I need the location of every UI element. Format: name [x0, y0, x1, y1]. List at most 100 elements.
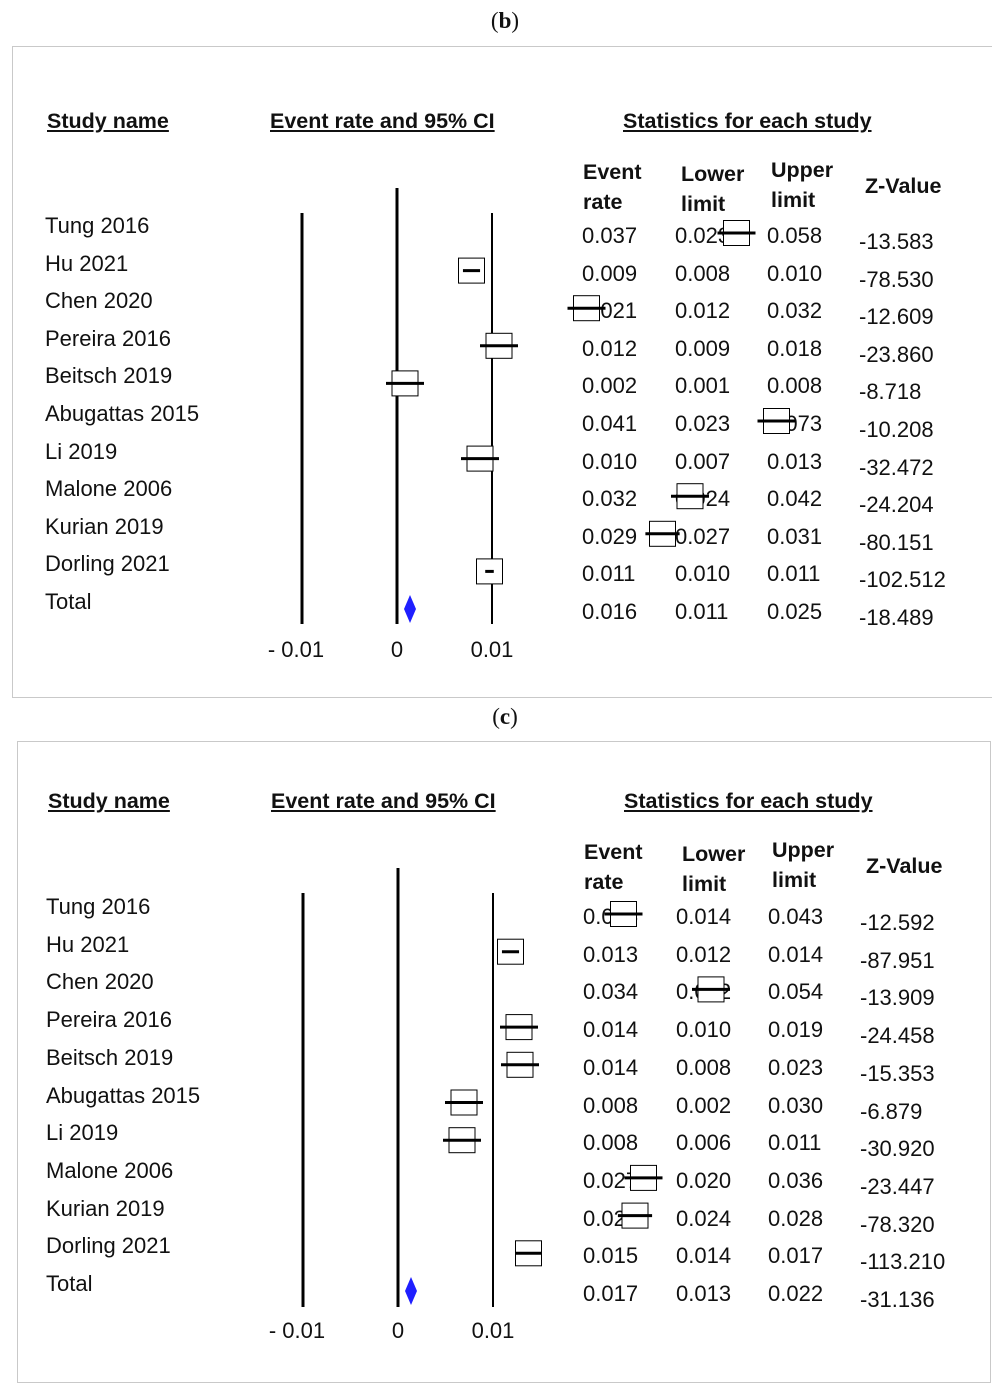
lower-limit-col-header-line2: limit [682, 872, 727, 896]
event-rate-ci-header: Event rate and 95% CI [270, 109, 495, 133]
event-rate-value: 0.017 [583, 1281, 639, 1306]
x-tick-label: 0 [391, 1318, 405, 1343]
panel-label-c: (c) [492, 704, 518, 729]
lower-limit-col-header-line1: Lower [681, 162, 745, 186]
study-name: Kurian 2019 [46, 1195, 165, 1221]
z-value: -12.592 [860, 910, 935, 935]
lower-limit-value: 0.010 [675, 561, 731, 587]
lower-limit-value: 0.008 [675, 260, 731, 286]
upper-limit-col-header: Upper limit [772, 835, 834, 895]
lower-limit-value: 0.014 [676, 1243, 732, 1269]
forest-plot-panel-c: Study name Event rate and 95% CI Statistic… [17, 741, 991, 1383]
summary-diamond [405, 1277, 417, 1305]
lower-limit-value: 0.010 [676, 1017, 732, 1043]
event-rate-value: 0.011 [582, 561, 636, 587]
upper-limit-value: 0.031 [767, 523, 823, 549]
upper-limit-value: 0.013 [767, 448, 823, 474]
event-rate-value: 0.016 [582, 599, 638, 624]
x-tick-label: - 0.01 [267, 637, 325, 662]
z-value: -15.353 [860, 1060, 935, 1086]
study-name: Dorling 2021 [45, 551, 170, 577]
upper-limit-col-header-line2: limit [772, 868, 817, 892]
study-name: Kurian 2019 [45, 513, 164, 539]
upper-limit-col-header-line1: Upper [771, 158, 834, 182]
upper-limit-value: 0.030 [768, 1092, 824, 1118]
lower-limit-value: 0.009 [675, 335, 731, 361]
z-value-col-header: Z-Value [865, 174, 942, 198]
total-label: Total [45, 589, 92, 614]
z-value: -18.489 [859, 605, 934, 630]
lower-limit-value: 0.012 [676, 941, 732, 967]
forest-plot-area [301, 868, 730, 1307]
z-value: -30.920 [860, 1136, 935, 1162]
event-rate-col-header-line2: rate [583, 190, 623, 214]
study-name: Tung 2016 [45, 213, 150, 238]
lower-limit-value: 0.001 [675, 373, 731, 399]
z-value: -13.583 [859, 229, 934, 254]
z-value: -24.204 [859, 492, 934, 518]
z-value: -102.512 [859, 567, 946, 593]
z-value: -23.447 [860, 1173, 935, 1199]
upper-limit-value: 0.058 [767, 223, 823, 248]
event-rate-value: 0.015 [583, 1243, 639, 1269]
z-value: -32.472 [859, 454, 934, 480]
event-rate-col-header: Event rate [584, 837, 643, 897]
upper-limit-value: 0.023 [768, 1054, 824, 1080]
upper-limit-value: 0.032 [767, 298, 823, 324]
upper-limit-value: 0.010 [767, 260, 823, 286]
z-value: -12.609 [859, 304, 934, 330]
event-rate-value: 0.014 [583, 1017, 639, 1043]
upper-limit-value: 0.042 [767, 486, 823, 512]
lower-limit-value: 0.023 [675, 411, 731, 436]
upper-limit-value: 0.011 [767, 561, 821, 587]
event-rate-value: 0.037 [582, 223, 638, 248]
study-name-header: Study name [47, 109, 169, 133]
study-name: Li 2019 [45, 438, 118, 464]
z-value: -24.458 [860, 1023, 935, 1049]
upper-limit-value: 0.022 [768, 1281, 824, 1306]
event-rate-value: 0.012 [582, 335, 638, 361]
study-weight-box [476, 558, 503, 585]
event-rate-value: 0.034 [583, 979, 639, 1005]
event-rate-col-header-line1: Event [583, 160, 642, 184]
panel-label-b: (b) [490, 8, 520, 33]
upper-limit-value: 0.043 [768, 904, 824, 929]
event-rate-value: 0.013 [583, 941, 639, 967]
event-rate-col-header-line1: Event [584, 840, 643, 864]
study-name: Abugattas 2015 [45, 401, 200, 426]
lower-limit-col-header: Lower limit [682, 839, 745, 899]
statistics-header: Statistics for each study [624, 789, 873, 813]
lower-limit-value: 0.024 [676, 1205, 732, 1231]
x-tick-label: 0.01 [470, 637, 514, 662]
summary-diamond [404, 595, 416, 623]
lower-limit-value: 0.011 [675, 599, 729, 624]
upper-limit-col-header-line1: Upper [772, 838, 835, 862]
study-name: Pereira 2016 [46, 1007, 172, 1033]
lower-limit-value: 0.006 [676, 1130, 732, 1156]
z-value: -87.951 [860, 947, 935, 973]
lower-limit-value: 0.012 [675, 298, 731, 324]
z-value: -113.210 [860, 1249, 946, 1275]
z-value: -10.208 [859, 417, 934, 442]
z-value: -78.530 [859, 266, 934, 292]
lower-limit-value: 0.027 [675, 523, 731, 549]
upper-limit-col-header-line2: limit [771, 188, 816, 212]
z-value: -80.151 [859, 529, 934, 555]
study-name: Beitsch 2019 [45, 363, 173, 389]
event-rate-value: 0.032 [582, 486, 638, 512]
upper-limit-value: 0.025 [767, 599, 823, 624]
x-tick-label: - 0.01 [268, 1318, 326, 1343]
study-name: Malone 2006 [46, 1157, 174, 1183]
event-rate-ci-header: Event rate and 95% CI [271, 789, 496, 813]
event-rate-value: 0.029 [582, 523, 638, 549]
x-tick-label: 0 [390, 637, 404, 662]
study-name: Tung 2016 [46, 894, 151, 919]
study-name-header: Study name [48, 789, 170, 813]
z-value: -23.860 [859, 341, 934, 367]
lower-limit-value: 0.014 [676, 904, 732, 929]
upper-limit-value: 0.018 [767, 335, 823, 361]
event-rate-value: 0.002 [582, 373, 638, 399]
lower-limit-col-header-line1: Lower [682, 842, 746, 866]
study-name: Chen 2020 [45, 288, 153, 314]
event-rate-value: 0.014 [583, 1054, 639, 1080]
